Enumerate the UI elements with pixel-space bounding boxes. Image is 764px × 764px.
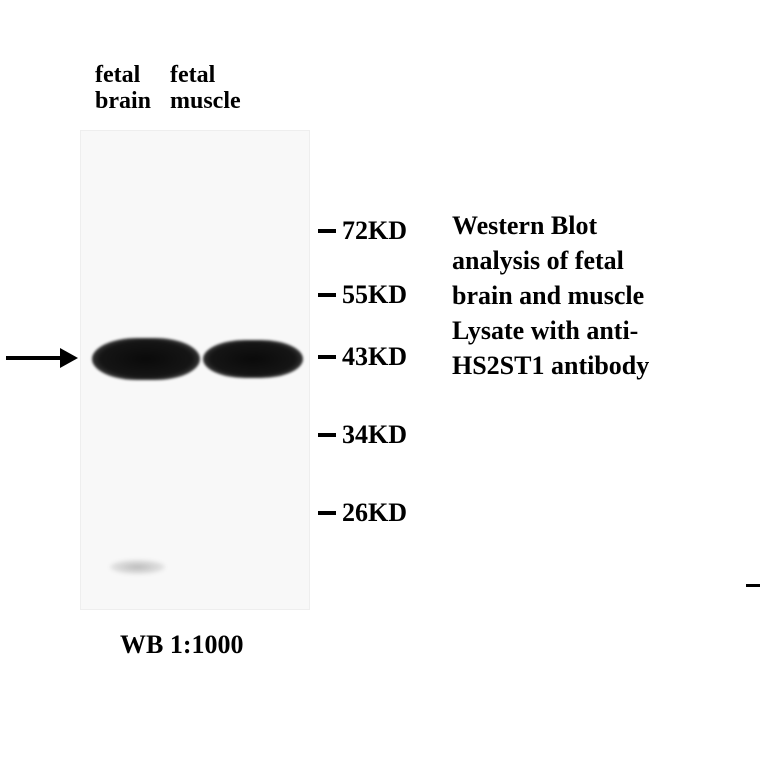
- caption-line-2: analysis of fetal: [452, 243, 649, 278]
- caption-line-1: Western Blot: [452, 208, 649, 243]
- marker-tick-icon: [318, 433, 336, 437]
- band-lane2-43kd: [203, 340, 303, 378]
- arrow-head-icon: [60, 348, 78, 368]
- faint-band-lane1: [110, 560, 165, 574]
- lane1-line1: fetal: [95, 62, 151, 88]
- lane2-line2: muscle: [170, 88, 241, 114]
- marker-tick-icon: [318, 293, 336, 297]
- marker-label-43: 43KD: [342, 342, 407, 372]
- lane-label-2: fetal muscle: [170, 62, 241, 115]
- marker-label-55: 55KD: [342, 280, 407, 310]
- marker-26kd: 26KD: [318, 498, 407, 528]
- lane-label-1: fetal brain: [95, 62, 151, 115]
- caption-line-4: Lysate with anti-: [452, 313, 649, 348]
- caption-line-3: brain and muscle: [452, 278, 649, 313]
- marker-tick-icon: [318, 511, 336, 515]
- marker-label-26: 26KD: [342, 498, 407, 528]
- wb-dilution-label: WB 1:1000: [120, 630, 244, 660]
- caption-line-5: HS2ST1 antibody: [452, 348, 649, 383]
- corner-dash: [746, 584, 760, 587]
- marker-55kd: 55KD: [318, 280, 407, 310]
- marker-43kd: 43KD: [318, 342, 407, 372]
- lane1-line2: brain: [95, 88, 151, 114]
- band-arrow: [6, 348, 78, 368]
- marker-label-34: 34KD: [342, 420, 407, 450]
- marker-72kd: 72KD: [318, 216, 407, 246]
- western-blot-figure: fetal brain fetal muscle 72KD 55KD 43KD …: [0, 0, 764, 764]
- marker-34kd: 34KD: [318, 420, 407, 450]
- figure-caption: Western Blot analysis of fetal brain and…: [452, 208, 649, 383]
- band-lane1-43kd: [92, 338, 200, 380]
- marker-tick-icon: [318, 355, 336, 359]
- marker-label-72: 72KD: [342, 216, 407, 246]
- marker-tick-icon: [318, 229, 336, 233]
- arrow-line: [6, 356, 60, 360]
- lane2-line1: fetal: [170, 62, 241, 88]
